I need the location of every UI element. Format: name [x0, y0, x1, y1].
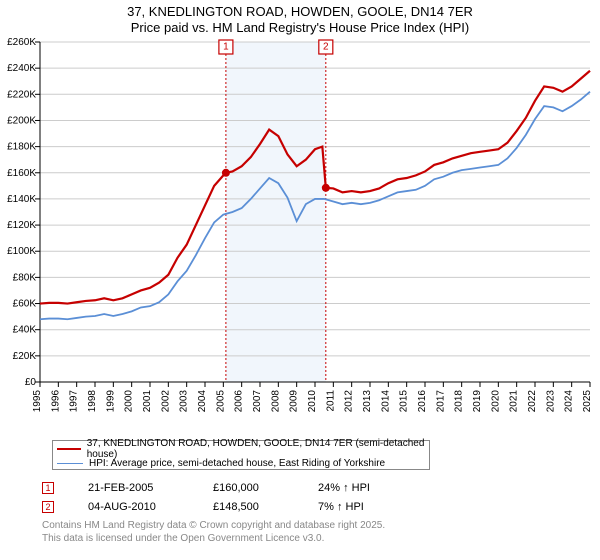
plot-area: £0£20K£40K£60K£80K£100K£120K£140K£160K£1…	[40, 42, 590, 422]
svg-text:2012: 2012	[344, 390, 355, 413]
svg-text:2015: 2015	[399, 390, 410, 413]
legend-swatch-hpi	[57, 463, 83, 464]
svg-text:2023: 2023	[545, 390, 556, 413]
sale-price: £160,000	[213, 482, 318, 494]
svg-text:£120K: £120K	[7, 220, 36, 231]
svg-text:2017: 2017	[435, 390, 446, 413]
legend-row: HPI: Average price, semi-detached house,…	[57, 456, 425, 470]
svg-text:1999: 1999	[105, 390, 116, 413]
svg-text:2005: 2005	[215, 390, 226, 413]
svg-text:1998: 1998	[87, 390, 98, 413]
svg-text:2018: 2018	[454, 390, 465, 413]
chart-container: 37, KNEDLINGTON ROAD, HOWDEN, GOOLE, DN1…	[0, 0, 600, 560]
svg-text:2024: 2024	[564, 390, 575, 413]
svg-text:2003: 2003	[179, 390, 190, 413]
legend-swatch-property	[57, 448, 81, 450]
svg-text:1996: 1996	[50, 390, 61, 413]
svg-text:2013: 2013	[362, 390, 373, 413]
sale-marker-2: 2	[42, 501, 54, 513]
svg-text:2004: 2004	[197, 390, 208, 413]
svg-text:£100K: £100K	[7, 246, 36, 257]
svg-text:£0: £0	[25, 377, 37, 388]
title-line-2: Price paid vs. HM Land Registry's House …	[0, 20, 600, 36]
svg-text:2007: 2007	[252, 390, 263, 413]
sales-row: 1 21-FEB-2005 £160,000 24% ↑ HPI	[42, 478, 428, 497]
svg-text:2001: 2001	[142, 390, 153, 413]
svg-text:2025: 2025	[582, 390, 593, 413]
svg-text:1995: 1995	[32, 390, 43, 413]
svg-text:2014: 2014	[380, 390, 391, 413]
svg-text:2000: 2000	[124, 390, 135, 413]
title-line-1: 37, KNEDLINGTON ROAD, HOWDEN, GOOLE, DN1…	[0, 4, 600, 20]
sale-diff: 7% ↑ HPI	[318, 501, 428, 513]
footer-line-2: This data is licensed under the Open Gov…	[42, 533, 385, 546]
svg-text:£160K: £160K	[7, 168, 36, 179]
legend-row: 37, KNEDLINGTON ROAD, HOWDEN, GOOLE, DN1…	[57, 442, 425, 456]
svg-text:£180K: £180K	[7, 142, 36, 153]
sale-diff: 24% ↑ HPI	[318, 482, 428, 494]
svg-text:2022: 2022	[527, 390, 538, 413]
svg-text:£140K: £140K	[7, 194, 36, 205]
svg-text:2020: 2020	[490, 390, 501, 413]
svg-text:2: 2	[323, 42, 329, 53]
svg-text:2006: 2006	[234, 390, 245, 413]
svg-text:1997: 1997	[69, 390, 80, 413]
svg-text:£40K: £40K	[13, 325, 37, 336]
svg-text:2010: 2010	[307, 390, 318, 413]
svg-text:£60K: £60K	[13, 299, 37, 310]
svg-text:2016: 2016	[417, 390, 428, 413]
svg-text:2002: 2002	[160, 390, 171, 413]
footer: Contains HM Land Registry data © Crown c…	[42, 520, 385, 545]
svg-text:2019: 2019	[472, 390, 483, 413]
chart-svg: £0£20K£40K£60K£80K£100K£120K£140K£160K£1…	[40, 42, 590, 422]
svg-text:2009: 2009	[289, 390, 300, 413]
footer-line-1: Contains HM Land Registry data © Crown c…	[42, 520, 385, 533]
sales-row: 2 04-AUG-2010 £148,500 7% ↑ HPI	[42, 497, 428, 516]
title-block: 37, KNEDLINGTON ROAD, HOWDEN, GOOLE, DN1…	[0, 0, 600, 37]
svg-text:£80K: £80K	[13, 272, 37, 283]
sale-marker-1: 1	[42, 482, 54, 494]
svg-text:1: 1	[223, 42, 229, 53]
svg-text:2011: 2011	[325, 390, 336, 412]
svg-text:2021: 2021	[509, 390, 520, 413]
svg-text:£20K: £20K	[13, 351, 37, 362]
sale-price: £148,500	[213, 501, 318, 513]
svg-text:£220K: £220K	[7, 89, 36, 100]
svg-text:£260K: £260K	[7, 37, 36, 48]
sale-date: 04-AUG-2010	[88, 501, 213, 513]
legend: 37, KNEDLINGTON ROAD, HOWDEN, GOOLE, DN1…	[52, 440, 430, 470]
svg-text:£200K: £200K	[7, 115, 36, 126]
sale-date: 21-FEB-2005	[88, 482, 213, 494]
svg-text:2008: 2008	[270, 390, 281, 413]
sales-table: 1 21-FEB-2005 £160,000 24% ↑ HPI 2 04-AU…	[42, 478, 428, 516]
svg-text:£240K: £240K	[7, 63, 36, 74]
legend-label-hpi: HPI: Average price, semi-detached house,…	[89, 458, 385, 469]
